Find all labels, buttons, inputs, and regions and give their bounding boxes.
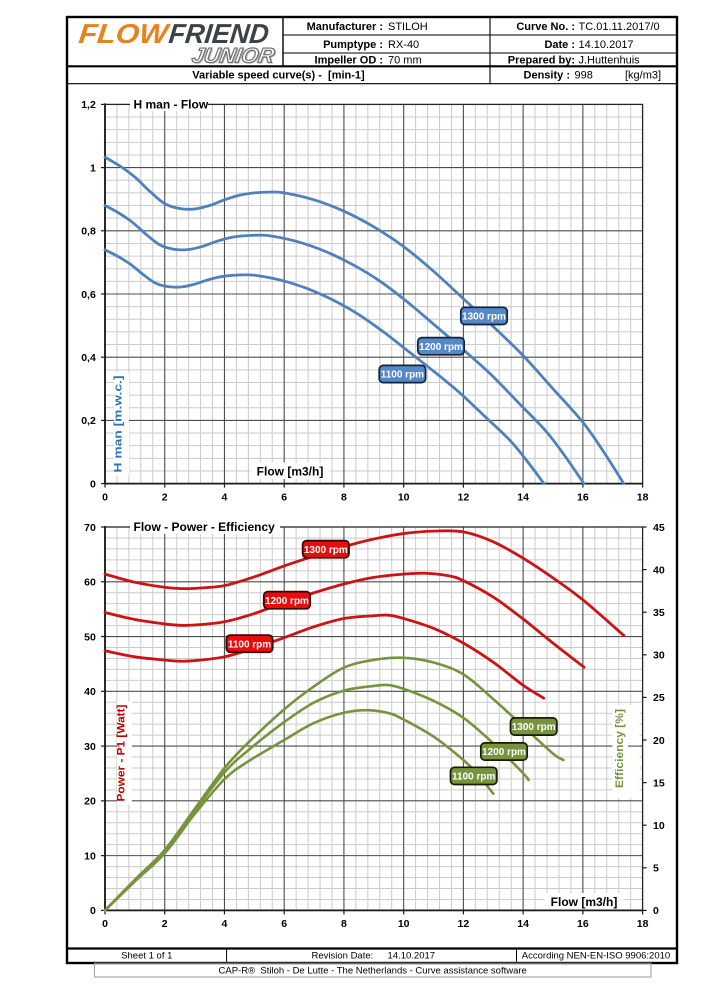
svg-text:0: 0 — [653, 905, 659, 917]
svg-text:14.10.2017: 14.10.2017 — [579, 39, 634, 51]
svg-text:0: 0 — [102, 492, 108, 504]
svg-text:998: 998 — [575, 70, 593, 82]
svg-text:Sheet 1 of 1: Sheet 1 of 1 — [121, 951, 172, 962]
svg-text:35: 35 — [653, 607, 665, 619]
svg-text:H man - Flow: H man - Flow — [134, 98, 209, 112]
svg-text:STILOH: STILOH — [388, 21, 428, 33]
svg-text:1300 rpm: 1300 rpm — [462, 312, 506, 323]
svg-text:Manufacturer :: Manufacturer : — [307, 21, 383, 33]
svg-text:30: 30 — [84, 741, 96, 753]
svg-text:18: 18 — [637, 492, 649, 504]
svg-text:Flow [m3/h]: Flow [m3/h] — [551, 895, 618, 909]
svg-text:2: 2 — [162, 492, 168, 504]
svg-text:JUNIOR: JUNIOR — [192, 46, 279, 69]
svg-text:1300 rpm: 1300 rpm — [304, 545, 348, 556]
svg-text:10: 10 — [398, 918, 410, 930]
svg-text:5: 5 — [653, 863, 659, 875]
svg-text:Efficiency [%]: Efficiency [%] — [614, 709, 626, 788]
svg-text:1100 rpm: 1100 rpm — [381, 370, 424, 381]
svg-text:30: 30 — [653, 650, 665, 662]
svg-text:70: 70 — [84, 522, 96, 534]
svg-text:Date :: Date : — [544, 39, 575, 51]
svg-text:1300 rpm: 1300 rpm — [512, 722, 556, 733]
svg-text:Pumptype :: Pumptype : — [323, 39, 383, 51]
svg-text:0,4: 0,4 — [81, 352, 96, 364]
svg-text:10: 10 — [84, 850, 96, 862]
svg-text:FLOW: FLOW — [77, 18, 171, 49]
svg-text:16: 16 — [577, 492, 589, 504]
svg-text:60: 60 — [84, 577, 96, 589]
svg-text:14: 14 — [517, 918, 529, 930]
svg-text:Prepared by:: Prepared by: — [508, 54, 575, 66]
svg-text:Flow [m3/h]: Flow [m3/h] — [257, 464, 324, 478]
svg-text:12: 12 — [458, 492, 470, 504]
svg-text:[kg/m3]: [kg/m3] — [625, 70, 661, 82]
svg-text:18: 18 — [637, 918, 649, 930]
svg-text:6: 6 — [281, 492, 287, 504]
svg-text:JUNIOR: JUNIOR — [190, 45, 277, 68]
svg-text:1100 rpm: 1100 rpm — [452, 772, 495, 783]
svg-text:1100 rpm: 1100 rpm — [228, 639, 271, 650]
svg-text:40: 40 — [84, 686, 96, 698]
svg-text:6: 6 — [281, 918, 287, 930]
svg-text:J.Huttenhuis: J.Huttenhuis — [579, 54, 641, 66]
svg-text:Variable speed curve(s) - [mi: Variable speed curve(s) - [min-1] — [192, 70, 365, 82]
svg-text:1200 rpm: 1200 rpm — [482, 747, 526, 758]
svg-text:45: 45 — [653, 522, 665, 534]
svg-text:14.10.2017: 14.10.2017 — [388, 951, 436, 962]
svg-text:Flow - Power - Efficiency: Flow - Power - Efficiency — [134, 520, 276, 534]
svg-text:1200 rpm: 1200 rpm — [265, 596, 309, 607]
svg-text:RX-40: RX-40 — [388, 39, 419, 51]
svg-text:Power - P1 [Watt]: Power - P1 [Watt] — [116, 704, 128, 801]
svg-text:10: 10 — [653, 820, 665, 832]
svg-text:TC.01.11.2017/0: TC.01.11.2017/0 — [579, 21, 660, 33]
svg-text:Revision Date:: Revision Date: — [312, 951, 374, 962]
svg-text:20: 20 — [653, 735, 665, 747]
svg-text:0: 0 — [102, 918, 108, 930]
svg-text:0,6: 0,6 — [81, 289, 96, 301]
svg-text:H man [m.w.c.]: H man [m.w.c.] — [113, 375, 125, 472]
svg-text:8: 8 — [341, 918, 347, 930]
svg-text:25: 25 — [653, 692, 665, 704]
svg-text:Impeller OD :: Impeller OD : — [315, 54, 383, 66]
svg-text:1200 rpm: 1200 rpm — [419, 342, 463, 353]
svg-text:10: 10 — [398, 492, 410, 504]
svg-text:20: 20 — [84, 796, 96, 808]
svg-text:0,8: 0,8 — [81, 226, 96, 238]
svg-text:40: 40 — [653, 564, 665, 576]
svg-text:Curve No. :: Curve No. : — [516, 21, 575, 33]
svg-text:70 mm: 70 mm — [388, 54, 422, 66]
svg-text:1: 1 — [90, 162, 96, 174]
svg-text:50: 50 — [84, 631, 96, 643]
svg-text:0: 0 — [90, 905, 96, 917]
svg-text:16: 16 — [577, 918, 589, 930]
svg-text:0: 0 — [90, 478, 96, 490]
svg-text:8: 8 — [341, 492, 347, 504]
svg-text:Density :: Density : — [524, 70, 570, 82]
svg-text:According NEN-EN-ISO 9906:2010: According NEN-EN-ISO 9906:2010 — [522, 951, 670, 962]
svg-text:4: 4 — [222, 492, 228, 504]
svg-text:1,2: 1,2 — [81, 99, 96, 111]
svg-text:12: 12 — [458, 918, 470, 930]
svg-text:0,2: 0,2 — [81, 415, 96, 427]
svg-text:2: 2 — [162, 918, 168, 930]
svg-text:FRIEND: FRIEND — [167, 18, 270, 49]
svg-text:CAP-R® Stiloh - De Lutte - Th: CAP-R® Stiloh - De Lutte - The Netherlan… — [219, 966, 527, 977]
svg-text:14: 14 — [517, 492, 529, 504]
svg-text:15: 15 — [653, 777, 665, 789]
svg-text:4: 4 — [222, 918, 228, 930]
